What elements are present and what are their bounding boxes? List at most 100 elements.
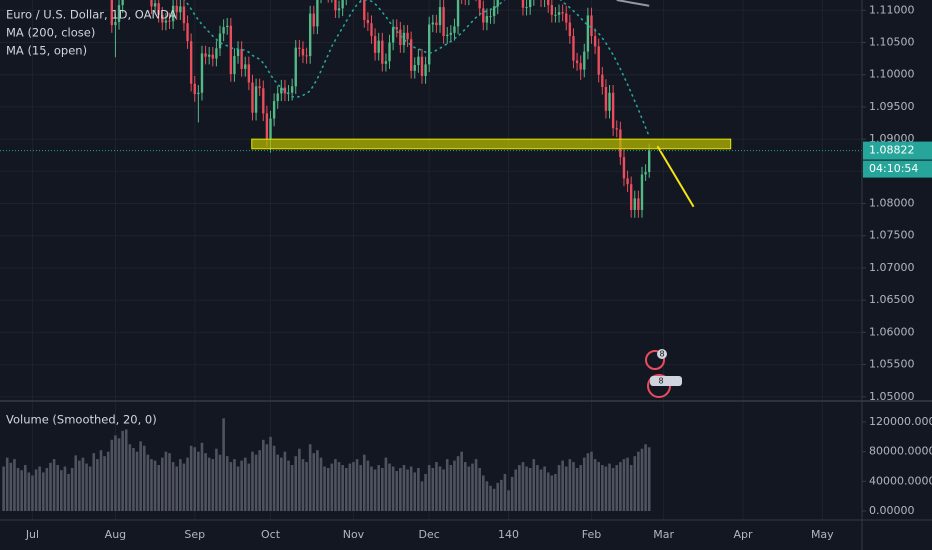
volume-bar: [370, 466, 373, 512]
volume-bar: [626, 457, 629, 512]
volume-bar: [2, 466, 5, 512]
candle-body: [482, 8, 485, 23]
candle-body: [236, 48, 240, 57]
volume-bar: [359, 465, 362, 512]
candle-body: [193, 83, 196, 95]
candle-body: [496, 0, 499, 7]
volume-bar: [157, 465, 160, 512]
volume-bar: [308, 444, 312, 512]
candle-body: [251, 82, 254, 113]
volume-bar: [70, 468, 74, 512]
volume-bar: [179, 459, 182, 512]
volume-bar: [344, 468, 348, 512]
candle-body: [301, 48, 305, 56]
event-badges[interactable]: 8 8: [645, 349, 682, 398]
candle-body: [150, 0, 153, 7]
volume-bar: [337, 462, 341, 512]
volume-bar: [298, 448, 301, 512]
volume-bar: [247, 463, 251, 512]
volume-bar: [45, 468, 49, 512]
volume-bar: [435, 462, 438, 512]
volume-bar: [276, 454, 280, 512]
volume-bar: [572, 462, 575, 512]
volume-bar: [168, 453, 171, 512]
volume-bar: [74, 455, 78, 512]
candle-body: [550, 5, 554, 15]
volume-bar: [381, 468, 384, 512]
candle-body: [164, 20, 168, 23]
candle-body: [384, 61, 388, 64]
volume-bar: [640, 448, 644, 512]
x-tick-label: May: [811, 528, 834, 541]
volume-bar: [13, 459, 16, 512]
candle-body: [604, 86, 608, 111]
countdown-tag: [863, 160, 932, 178]
candle-body: [485, 16, 489, 23]
x-tick-label: Oct: [261, 528, 281, 541]
volume-bar: [146, 454, 150, 512]
candle-body: [337, 8, 341, 11]
volume-bar: [254, 454, 258, 512]
candle-body: [492, 6, 496, 17]
candle-body: [334, 0, 337, 11]
volume-bar: [41, 472, 45, 512]
candle-body: [207, 54, 211, 57]
volume-bar: [481, 475, 485, 512]
volume-bar: [355, 459, 359, 512]
candle-body: [175, 5, 178, 13]
volume-bar: [330, 463, 334, 512]
volume-bar: [550, 475, 554, 512]
candle-body: [449, 32, 453, 35]
candle-body: [601, 74, 604, 87]
volume-bar: [352, 462, 355, 512]
candle-body: [597, 46, 600, 75]
volume-bar: [604, 466, 608, 512]
candle-body: [399, 29, 402, 46]
candle-body: [593, 36, 597, 47]
volume-bar: [182, 463, 186, 512]
price-pane: [0, 0, 862, 218]
volume-bar: [251, 451, 254, 512]
volume-bar: [384, 457, 388, 512]
volume-bar: [539, 469, 543, 512]
volume-bar: [34, 469, 38, 512]
candle-body: [189, 41, 193, 84]
volume-bar: [467, 466, 471, 512]
volume-bar: [103, 456, 106, 512]
candle-body: [629, 184, 633, 210]
candle-body: [644, 171, 647, 175]
volume-bar: [601, 465, 604, 512]
last-price-tag: [863, 141, 932, 160]
candle-body: [182, 6, 186, 24]
candle-body: [316, 0, 319, 27]
volume-bar: [215, 448, 218, 512]
candle-body: [428, 24, 431, 65]
volume-bar: [229, 462, 233, 512]
volume-pane: [2, 418, 651, 512]
volume-bar: [449, 465, 453, 512]
volume-bar: [218, 454, 222, 512]
y-tick-label: 120000.00000: [869, 415, 932, 428]
volume-bar: [96, 459, 99, 512]
y-tick-label: 1.10500: [869, 36, 915, 49]
candle-body: [312, 13, 315, 27]
candle-body: [489, 16, 492, 18]
candle-body: [215, 48, 218, 59]
volume-bar: [402, 465, 406, 512]
volume-bar: [31, 475, 34, 512]
x-tick-label: Sep: [184, 528, 205, 541]
volume-bar: [564, 466, 568, 512]
candle-body: [280, 87, 283, 94]
volume-bar: [161, 457, 164, 512]
volume-bar: [222, 418, 225, 512]
volume-bar: [431, 468, 435, 512]
volume-bar: [233, 459, 236, 512]
candle-body: [420, 56, 424, 77]
candle-body: [370, 23, 373, 37]
volume-bar: [554, 473, 557, 512]
candle-body: [568, 22, 572, 37]
volume-bar: [316, 450, 319, 512]
volume-bar: [413, 472, 417, 512]
volume-bar: [301, 459, 305, 512]
volume-bar: [283, 451, 287, 512]
